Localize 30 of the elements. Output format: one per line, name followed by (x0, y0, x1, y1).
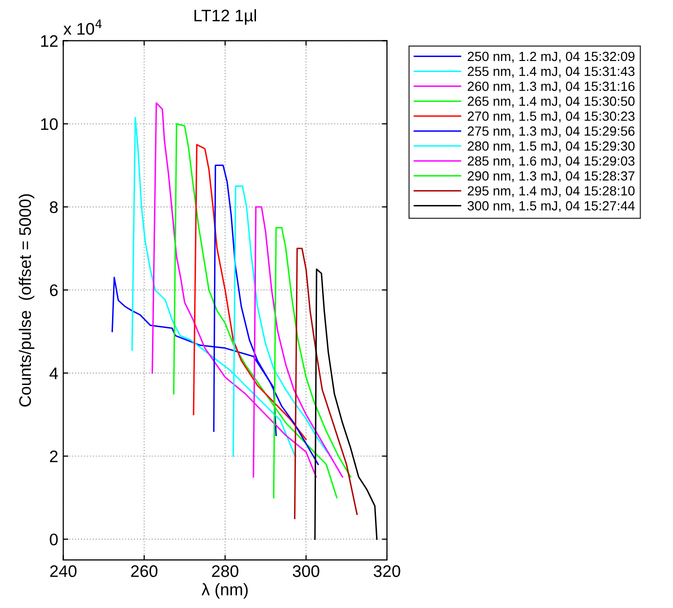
legend-label: 270 nm, 1.5 mJ, 04 15:30:23 (468, 112, 634, 122)
legend-label: 295 nm, 1.4 mJ, 04 15:28:10 (468, 186, 635, 198)
y-tick-label: 10 (41, 118, 58, 130)
chart-title: LT12 1µl (194, 9, 256, 25)
legend-label: 290 nm, 1.3 mJ, 04 15:28:37 (468, 171, 634, 182)
legend-label: 280 nm, 1.5 mJ, 04 15:29:30 (468, 141, 635, 152)
line-series (192, 144, 307, 440)
y-tick-label: 0 (50, 534, 58, 546)
y-axis-title: Counts/pulse (offset = 5000) (18, 194, 34, 407)
y-tick-label: 12 (41, 35, 58, 47)
legend-label: 260 nm, 1.3 mJ, 04 15:31:16 (468, 82, 634, 93)
x-axis-title: λ (nm) (202, 583, 248, 599)
legend-label: 250 nm, 1.2 mJ, 04 15:32:09 (468, 52, 634, 63)
legend-label: 275 nm, 1.3 mJ, 04 15:29:56 (468, 126, 634, 138)
line-series (294, 248, 358, 520)
y-tick-label: 4 (50, 368, 58, 380)
legend-label: 285 nm, 1.6 mJ, 04 15:29:03 (468, 156, 634, 168)
x-tick-label: 300 (292, 565, 320, 578)
legend-label: 255 nm, 1.4 mJ, 04 15:31:43 (468, 66, 634, 78)
legend-label: 300 nm, 1.5 mJ, 04 15:27:44 (468, 201, 635, 212)
y-tick-label: 2 (50, 450, 58, 462)
text: x 10$^{4}$ (63, 20, 102, 35)
x-tick-label: 320 (374, 565, 400, 578)
y-tick-label: 6 (50, 284, 58, 296)
x-tick-label: 280 (212, 565, 238, 578)
y-tick-label: 8 (50, 201, 58, 214)
x-tick-label: 260 (131, 565, 158, 578)
line-series (314, 268, 378, 540)
legend-label: 265 nm, 1.4 mJ, 04 15:30:50 (468, 96, 635, 108)
x-tick-label: 240 (50, 565, 77, 578)
